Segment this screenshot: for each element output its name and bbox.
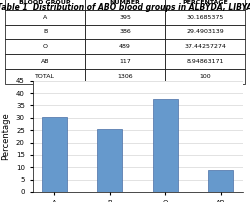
Bar [208,170,233,192]
Text: Table 1  Distribution of ABO blood groups in ALBYDA, LIBYA: Table 1 Distribution of ABO blood groups… [0,3,250,12]
Bar [98,129,122,192]
Bar [42,117,67,192]
Bar [153,99,178,192]
Y-axis label: Percentage: Percentage [1,113,10,160]
